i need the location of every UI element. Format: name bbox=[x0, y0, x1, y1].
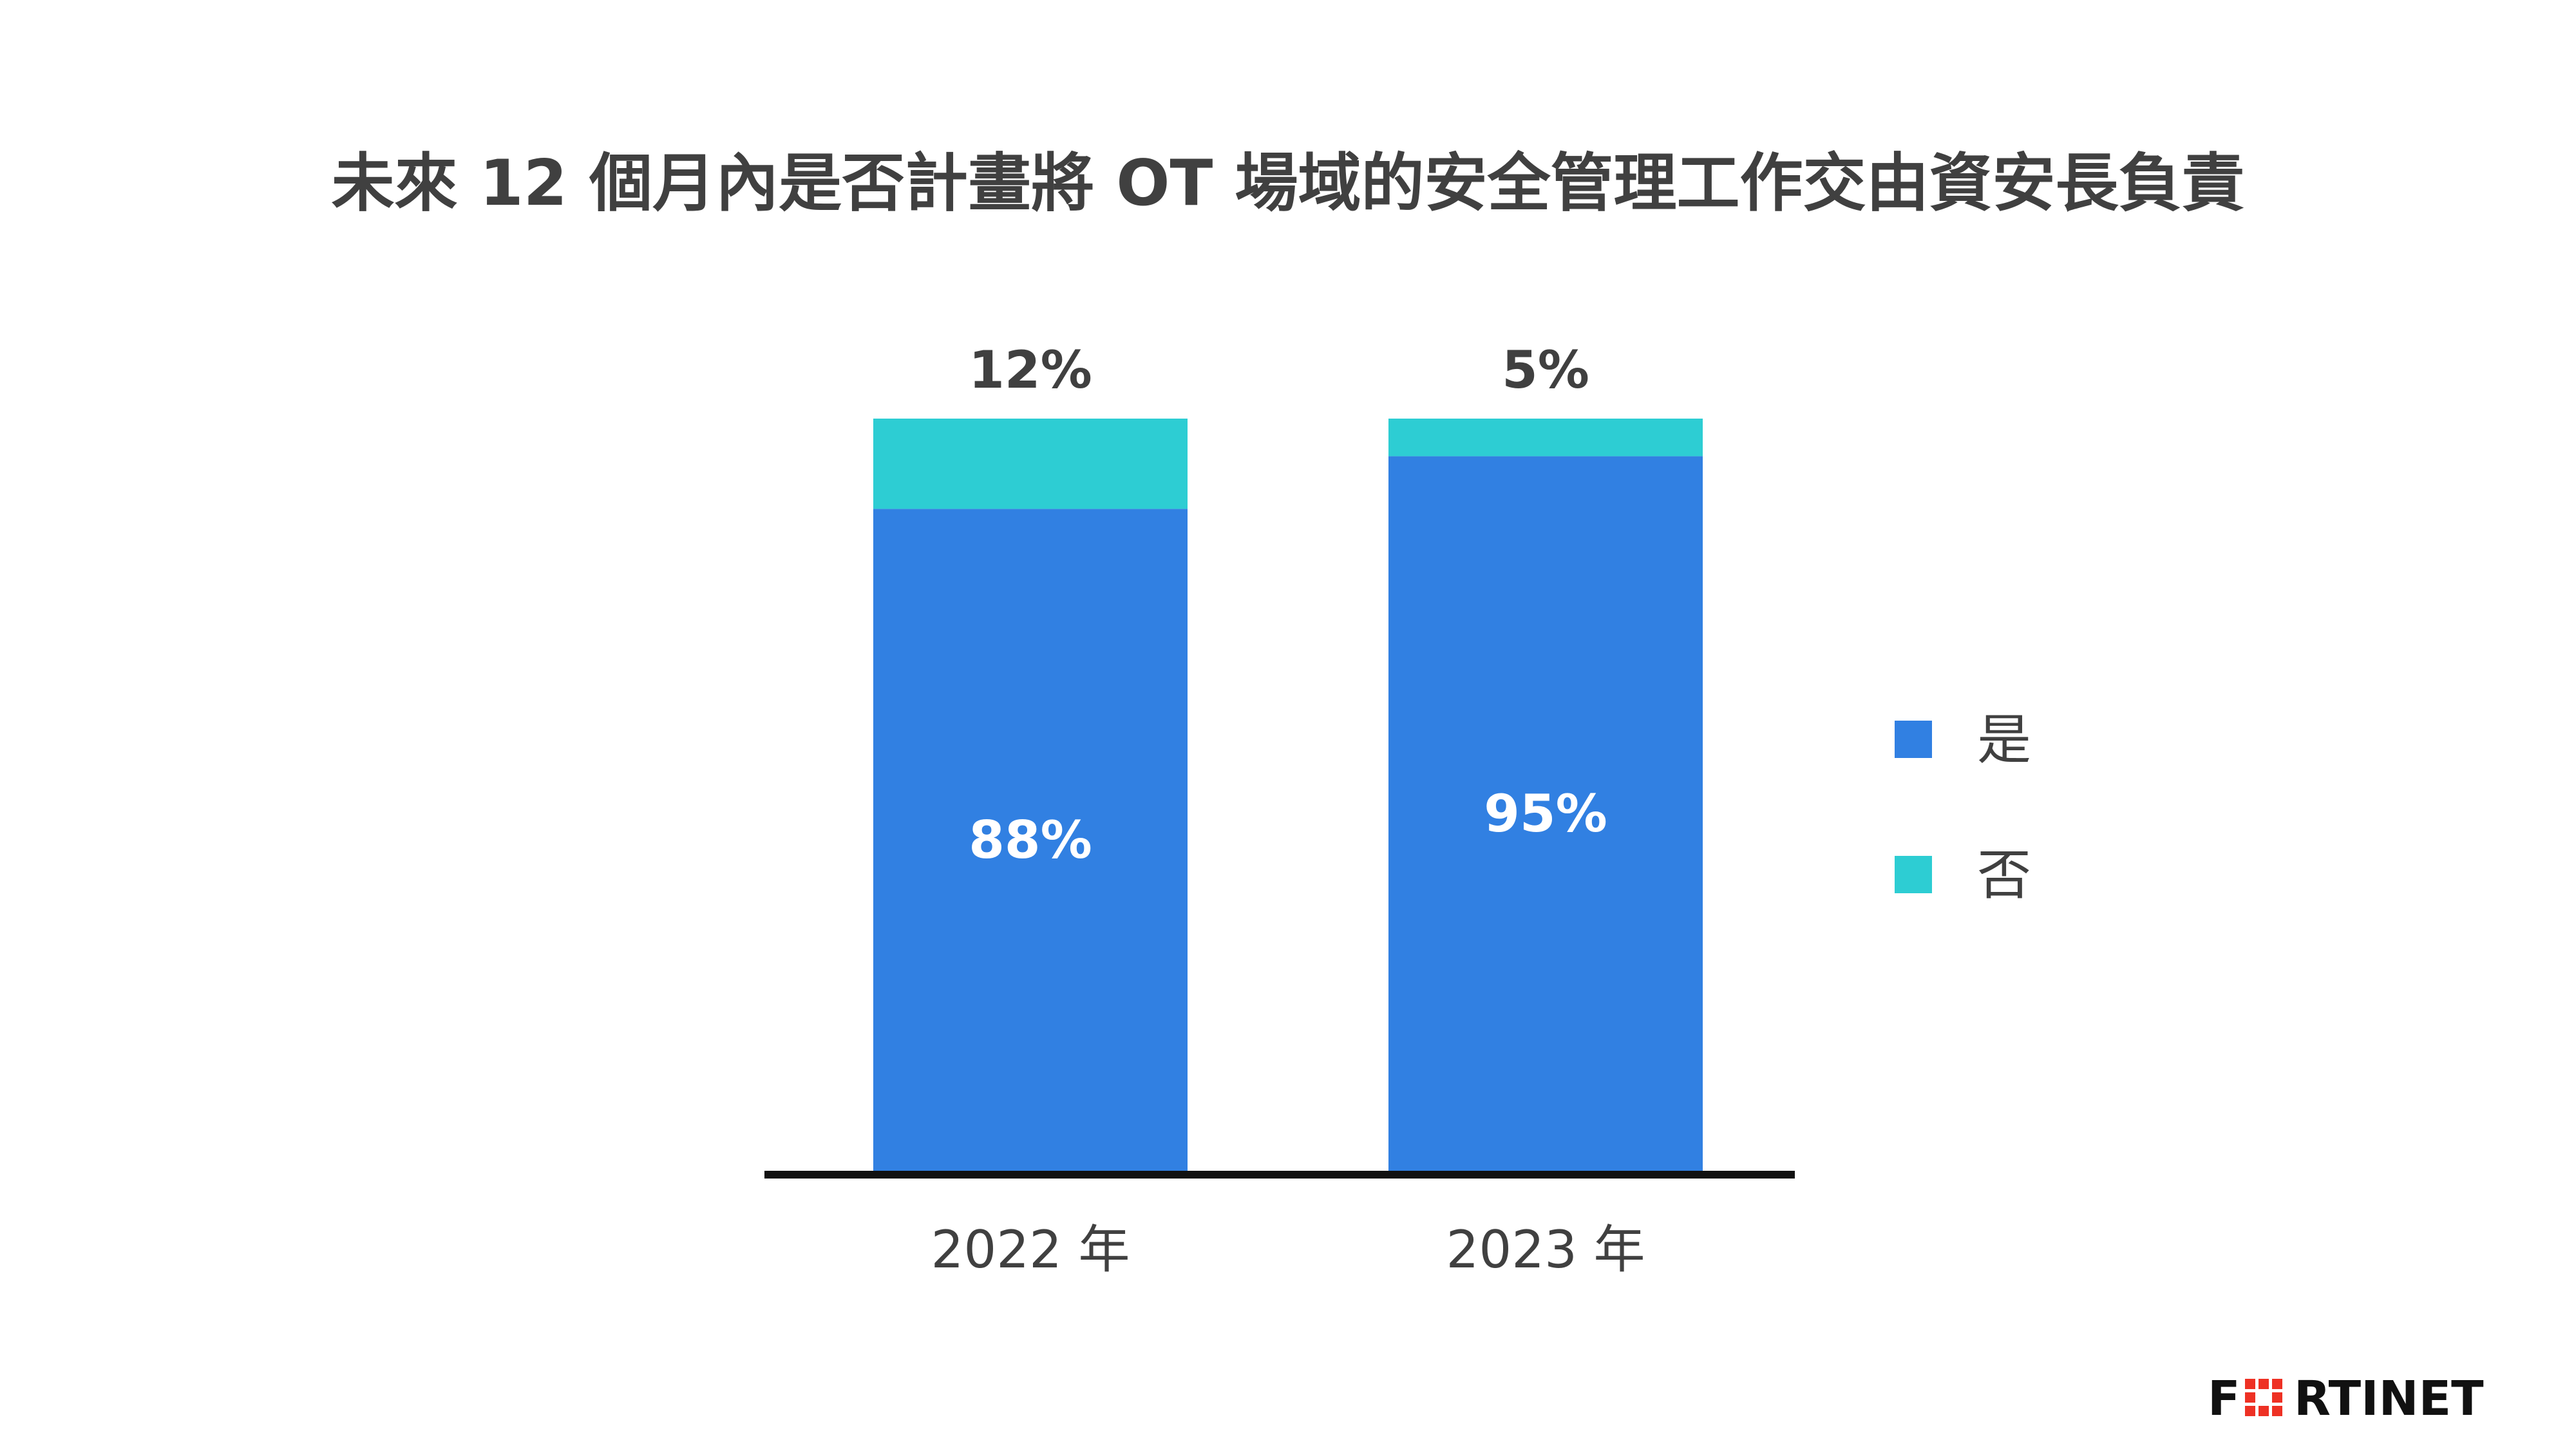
logo-letter-f: F bbox=[2208, 1371, 2240, 1426]
bar-yes-1 bbox=[1388, 456, 1703, 1171]
legend-label-no: 否 bbox=[1977, 844, 2031, 907]
data-label-no-0: 12% bbox=[969, 340, 1092, 400]
logo-letters-rtinet: RTINET bbox=[2294, 1371, 2484, 1426]
legend: 是否 bbox=[1895, 708, 2031, 907]
x-tick-labels: 2022 年 2023 年 bbox=[931, 1220, 1645, 1280]
legend-swatch-no bbox=[1895, 856, 1932, 893]
x-tick-label-1: 2023 年 bbox=[1446, 1220, 1645, 1280]
x-tick-label-0: 2022 年 bbox=[931, 1220, 1130, 1280]
logo-grid-mark bbox=[2245, 1379, 2282, 1416]
data-label-yes-0: 88% bbox=[969, 810, 1092, 870]
legend-label-yes: 是 bbox=[1977, 708, 2031, 772]
bar-yes-0 bbox=[873, 509, 1188, 1171]
bars-layer: 88% 12% 95% 5% bbox=[873, 340, 1703, 1171]
bar-no-1 bbox=[1388, 419, 1703, 457]
legend-swatch-yes bbox=[1895, 721, 1932, 758]
chart-title: 未來 12 個月內是否計畫將 OT 場域的安全管理工作交由資安長負責 bbox=[331, 147, 2244, 220]
bar-no-0 bbox=[873, 419, 1188, 509]
data-label-no-1: 5% bbox=[1502, 340, 1589, 400]
data-label-yes-1: 95% bbox=[1484, 784, 1607, 844]
fortinet-logo: F RTINET bbox=[2208, 1371, 2484, 1426]
